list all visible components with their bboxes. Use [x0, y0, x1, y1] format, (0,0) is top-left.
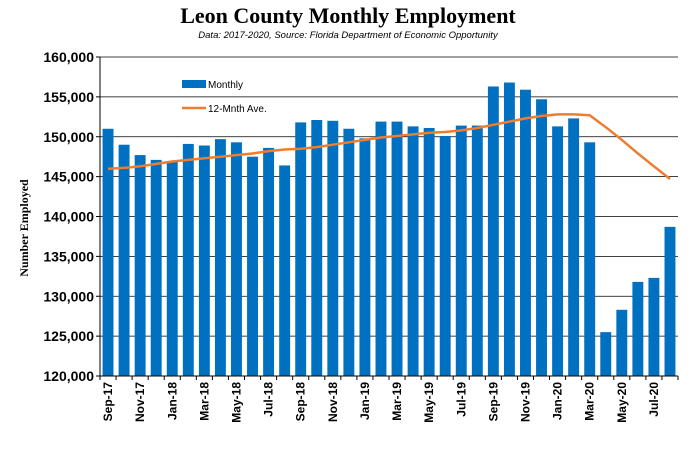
bar	[503, 82, 515, 377]
bar	[375, 121, 387, 376]
x-tick-label: Jan-18	[165, 382, 179, 420]
bar	[247, 156, 258, 376]
bar	[166, 161, 178, 376]
bar	[632, 281, 644, 376]
legend: Monthly 12-Mnth Ave.	[182, 80, 267, 115]
bar	[584, 142, 596, 376]
legend-label-monthly: Monthly	[208, 80, 243, 91]
axes	[99, 57, 679, 380]
x-tick-label: Jan-20	[551, 382, 565, 420]
bar	[487, 86, 499, 376]
bar	[327, 120, 339, 376]
x-tick-label: May-18	[229, 382, 243, 423]
y-tick-label: 145,000	[43, 169, 94, 185]
bar	[279, 165, 291, 376]
x-tick-labels: Sep-17 Nov-17 Jan-18 Mar-18 May-18 Jul-18 Sep-…	[101, 382, 661, 423]
bar	[471, 125, 483, 377]
x-tick-label: May-20	[615, 382, 629, 423]
bar	[295, 122, 307, 377]
bar	[600, 332, 612, 376]
x-tick-label: Jan-19	[358, 382, 372, 420]
bar	[520, 89, 531, 376]
x-tick-label: Nov-18	[326, 382, 340, 422]
bar	[407, 126, 419, 376]
x-tick-label: Mar-19	[390, 382, 404, 421]
x-tick-label: Jul-20	[647, 382, 661, 417]
chart-title: Leon County Monthly Employment	[180, 3, 516, 28]
bar	[439, 135, 451, 376]
y-tick-label: 120,000	[43, 368, 94, 384]
bar	[134, 155, 146, 376]
y-tick-labels: 120,000 125,000 130,000 135,000 140,000 145,0…	[43, 49, 94, 384]
y-tick-label: 125,000	[43, 328, 94, 344]
y-tick-label: 155,000	[43, 89, 94, 105]
legend-label-average: 12-Mnth Ave.	[208, 104, 267, 115]
average-line	[107, 113, 671, 180]
x-tick-label: Sep-19	[486, 382, 500, 422]
bar	[102, 128, 114, 376]
legend-swatch-monthly	[182, 80, 206, 88]
x-tick-label: Jul-18	[262, 382, 276, 417]
bar	[150, 159, 162, 376]
bar	[616, 309, 628, 376]
x-tick-label: Nov-17	[133, 382, 147, 422]
bar	[118, 144, 130, 376]
bar	[198, 145, 210, 376]
x-tick-label: Sep-17	[101, 382, 115, 422]
y-tick-label: 130,000	[43, 288, 94, 304]
y-tick-label: 150,000	[43, 129, 94, 145]
bar	[231, 142, 242, 376]
x-tick-label: Nov-19	[518, 382, 532, 422]
bar	[391, 121, 403, 376]
y-axis-label: Number Employed	[17, 179, 31, 277]
x-tick-label: Sep-18	[294, 382, 308, 422]
bars	[102, 82, 676, 377]
bar	[648, 277, 660, 376]
x-tick-label: Jul-19	[454, 382, 468, 417]
bar	[664, 226, 676, 376]
y-tick-label: 160,000	[43, 49, 94, 65]
bar	[455, 125, 467, 377]
bar	[311, 120, 323, 376]
bar	[359, 138, 371, 376]
bar	[536, 99, 547, 376]
bar	[182, 143, 194, 376]
series-line-12-month-average	[107, 113, 671, 180]
bar	[343, 128, 355, 376]
bar	[423, 127, 435, 376]
bar	[568, 118, 580, 376]
bar	[263, 147, 275, 376]
x-tick-label: May-19	[422, 382, 436, 423]
y-tick-label: 135,000	[43, 248, 94, 264]
y-tick-label: 140,000	[43, 209, 94, 225]
x-tick-label: Mar-18	[197, 382, 211, 421]
bar	[214, 139, 226, 376]
x-tick-label: Mar-20	[583, 382, 597, 421]
bar	[552, 126, 564, 376]
chart-subtitle: Data: 2017-2020, Source: Florida Departm…	[198, 30, 499, 41]
